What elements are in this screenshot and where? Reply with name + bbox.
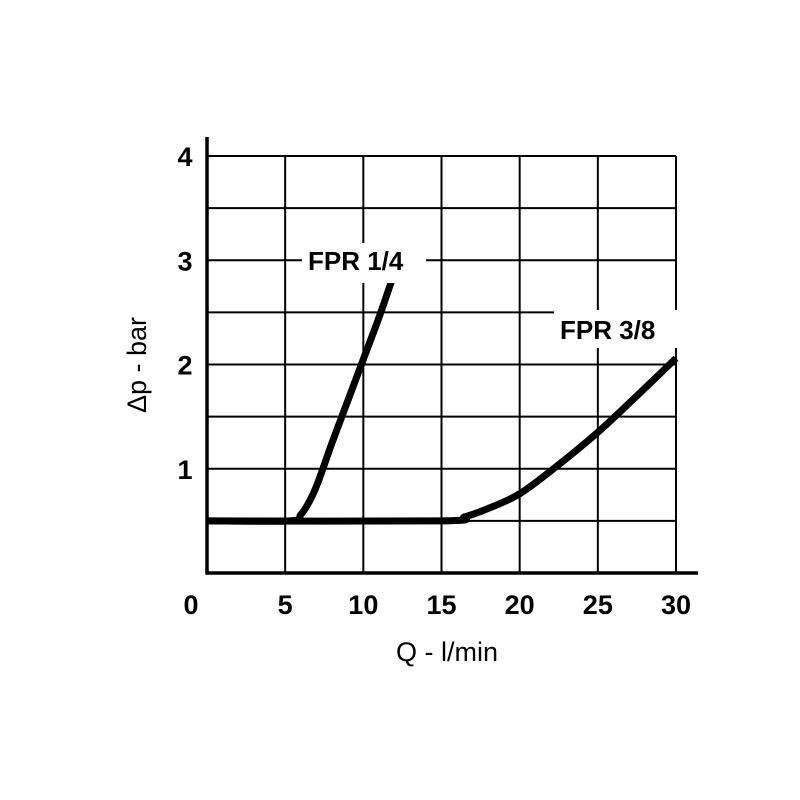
y-tick-label: 4 bbox=[177, 142, 192, 172]
axes bbox=[205, 137, 698, 575]
series-labels: FPR 1/4 FPR 3/8 bbox=[302, 243, 678, 348]
x-tick-label: 10 bbox=[348, 590, 378, 620]
y-tick-label: 1 bbox=[177, 455, 192, 485]
y-tick-label: 3 bbox=[177, 246, 192, 276]
series-line-1 bbox=[206, 355, 679, 525]
x-tick-label: 20 bbox=[505, 590, 535, 620]
series-label-fpr-1-4: FPR 1/4 bbox=[308, 246, 404, 276]
x-tick-label: 15 bbox=[426, 590, 456, 620]
tick-labels: 0 5 10 15 20 25 30 1 2 3 4 bbox=[177, 142, 691, 620]
x-tick-label: 0 bbox=[183, 590, 198, 620]
x-tick-label: 5 bbox=[278, 590, 293, 620]
x-axis-label: Q - l/min bbox=[396, 637, 498, 667]
x-tick-label: 25 bbox=[583, 590, 613, 620]
x-tick-label: 30 bbox=[661, 590, 691, 620]
grid bbox=[207, 155, 677, 573]
y-tick-label: 2 bbox=[177, 351, 192, 381]
series-label-bg bbox=[554, 310, 678, 348]
series-label-bg bbox=[302, 243, 426, 283]
y-axis-label: Δp - bar bbox=[122, 317, 152, 413]
series-label-fpr-3-8: FPR 3/8 bbox=[560, 315, 655, 345]
series-lines bbox=[206, 279, 679, 525]
